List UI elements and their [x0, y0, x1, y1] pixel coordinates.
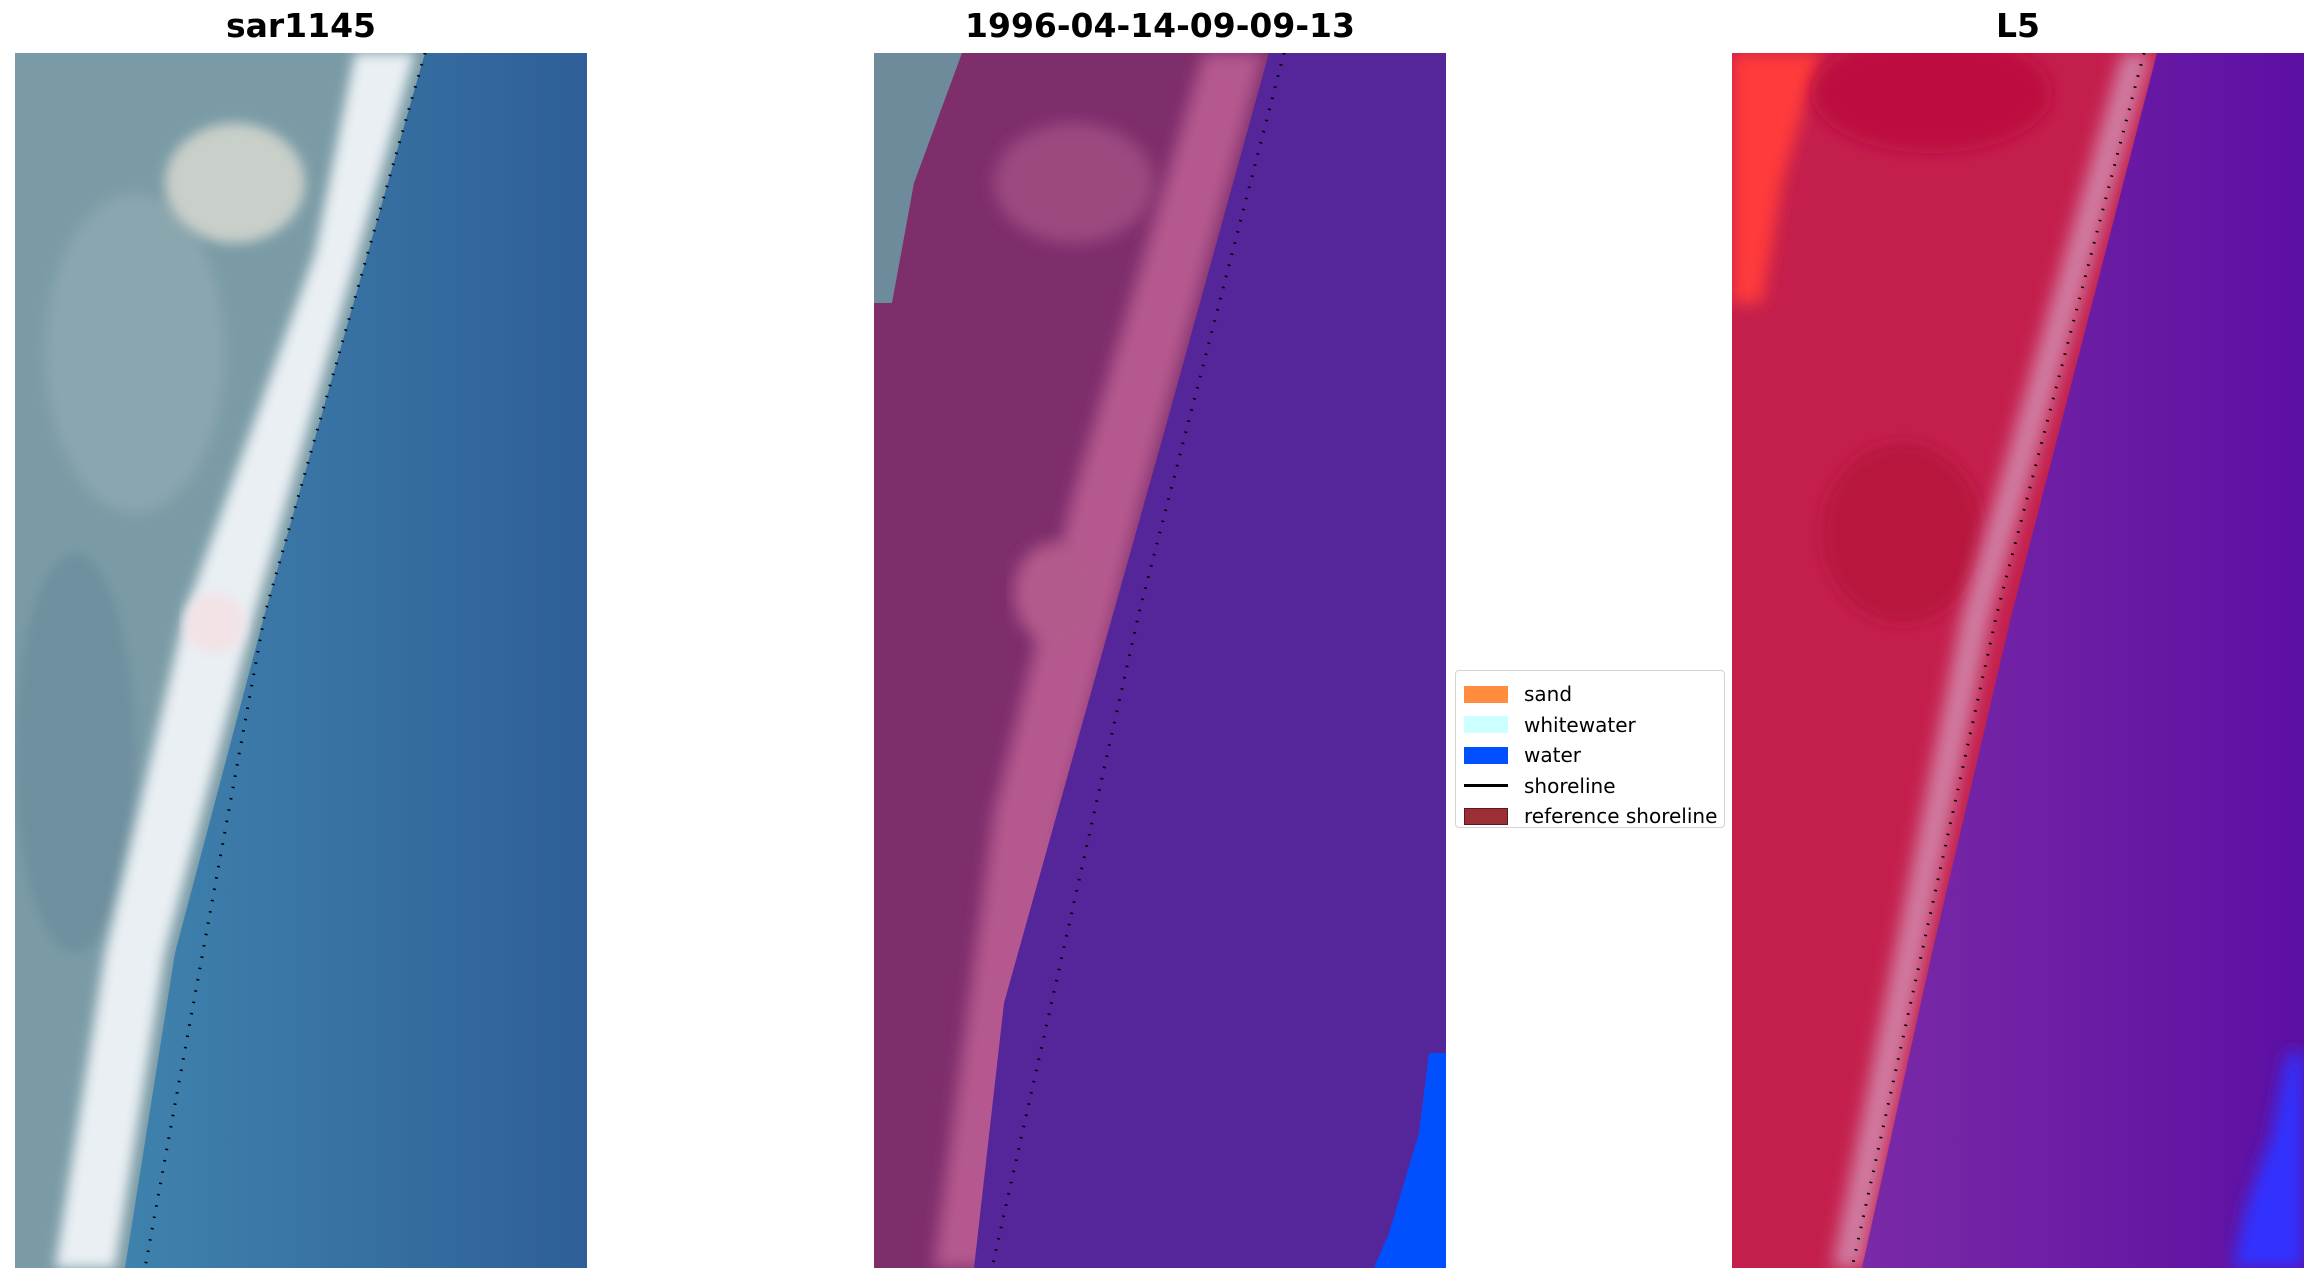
- rgb-image-panel: [15, 53, 587, 1268]
- legend-swatch-shoreline: [1464, 784, 1508, 788]
- legend-label: shoreline: [1524, 773, 1616, 798]
- legend-swatch-water: [1464, 746, 1508, 764]
- legend: sand whitewater water shoreline referenc…: [1455, 670, 1725, 828]
- water-class-region: [1374, 1053, 1446, 1268]
- rgb-image: [15, 53, 587, 1268]
- legend-swatch-reference-shoreline: [1464, 807, 1508, 825]
- legend-item-whitewater: whitewater: [1464, 710, 1724, 741]
- legend-swatch-whitewater: [1464, 716, 1508, 734]
- classified-image-panel: [874, 53, 1446, 1268]
- classified-image: [874, 53, 1446, 1268]
- legend-label: sand: [1524, 682, 1573, 707]
- index-image-panel: [1732, 53, 2304, 1268]
- legend-label: whitewater: [1524, 712, 1636, 737]
- legend-item-reference-shoreline: reference shoreline: [1464, 801, 1724, 832]
- legend-label: reference shoreline: [1524, 804, 1718, 829]
- panel-title-classified: 1996-04-14-09-09-13: [965, 6, 1355, 45]
- legend-item-water: water: [1464, 740, 1724, 771]
- panel-title-index: L5: [1996, 6, 2040, 45]
- water-index-region: [2232, 1053, 2304, 1268]
- panel-title-rgb: sar1145: [225, 6, 377, 45]
- legend-item-sand: sand: [1464, 679, 1724, 710]
- legend-label: water: [1524, 743, 1581, 768]
- legend-swatch-sand: [1464, 685, 1508, 703]
- legend-item-shoreline: shoreline: [1464, 771, 1724, 802]
- index-image: [1732, 53, 2304, 1268]
